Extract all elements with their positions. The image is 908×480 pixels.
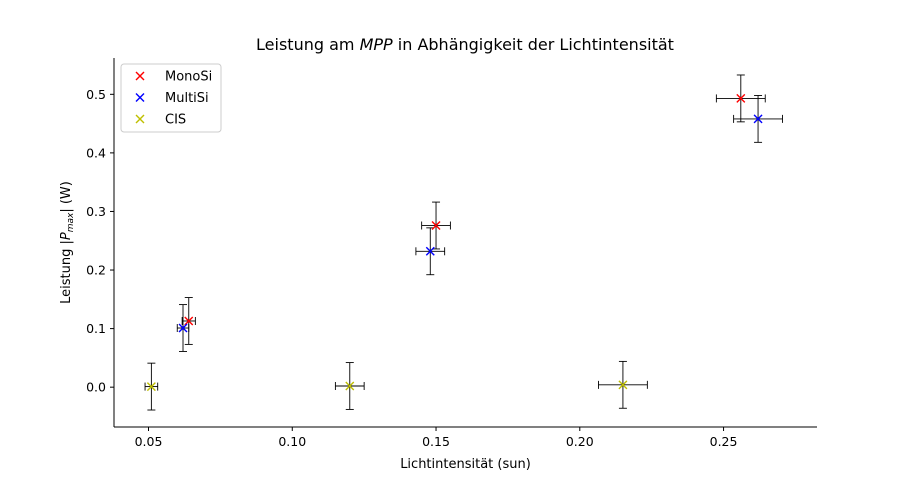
x-tick-label: 0.10 bbox=[278, 434, 306, 449]
legend-item-cis: CIS bbox=[135, 113, 186, 128]
x-axis-ticks: 0.05 0.10 0.15 0.20 0.25 bbox=[135, 427, 738, 449]
chart-title-italic: MPP bbox=[360, 35, 393, 54]
data-point-multisi bbox=[425, 246, 435, 256]
y-label-var: P bbox=[59, 232, 74, 240]
errorbars bbox=[144, 74, 783, 411]
x-tick-label: 0.20 bbox=[566, 434, 594, 449]
y-tick-label: 0.3 bbox=[86, 204, 106, 219]
data-point-monosi bbox=[431, 221, 441, 231]
y-tick-label: 0.0 bbox=[86, 380, 106, 395]
x-tick-label: 0.25 bbox=[710, 434, 738, 449]
y-axis-ticks: 0.0 0.1 0.2 0.3 0.4 0.5 bbox=[86, 87, 114, 395]
markers bbox=[146, 93, 763, 392]
y-label-prefix: Leistung | bbox=[59, 240, 74, 304]
data-point-cis bbox=[146, 382, 156, 392]
x-tick-label: 0.15 bbox=[422, 434, 450, 449]
legend-label: CIS bbox=[165, 113, 186, 128]
legend-item-monosi: MonoSi bbox=[135, 70, 212, 85]
legend-label: MultiSi bbox=[165, 91, 209, 106]
y-tick-label: 0.4 bbox=[86, 145, 106, 160]
legend-item-multisi: MultiSi bbox=[135, 91, 209, 106]
x-tick-label: 0.05 bbox=[135, 434, 163, 449]
y-tick-label: 0.1 bbox=[86, 321, 106, 336]
legend-label: MonoSi bbox=[165, 70, 212, 85]
y-tick-label: 0.5 bbox=[86, 87, 106, 102]
chart-title-prefix: Leistung am bbox=[256, 35, 360, 54]
y-label-sub: max bbox=[66, 212, 76, 232]
data-point-cis bbox=[345, 381, 355, 391]
legend: MonoSi MultiSi CIS bbox=[120, 63, 222, 133]
chart-title-suffix: in Abhängigkeit der Lichtintensität bbox=[393, 35, 674, 54]
x-axis-label: Lichtintensität (sun) bbox=[400, 457, 531, 472]
y-label-suffix: | (W) bbox=[59, 181, 74, 213]
y-axis-label: Leistung |Pmax| (W) bbox=[59, 181, 76, 304]
data-point-multisi bbox=[753, 114, 763, 124]
chart-title: Leistung am MPP in Abhängigkeit der Lich… bbox=[256, 35, 674, 54]
legend-frame bbox=[120, 63, 222, 133]
data-point-cis bbox=[618, 380, 628, 390]
data-point-monosi bbox=[736, 93, 746, 103]
data-point-multisi bbox=[178, 323, 188, 333]
data-point-monosi bbox=[184, 316, 194, 326]
y-tick-label: 0.2 bbox=[86, 263, 106, 278]
